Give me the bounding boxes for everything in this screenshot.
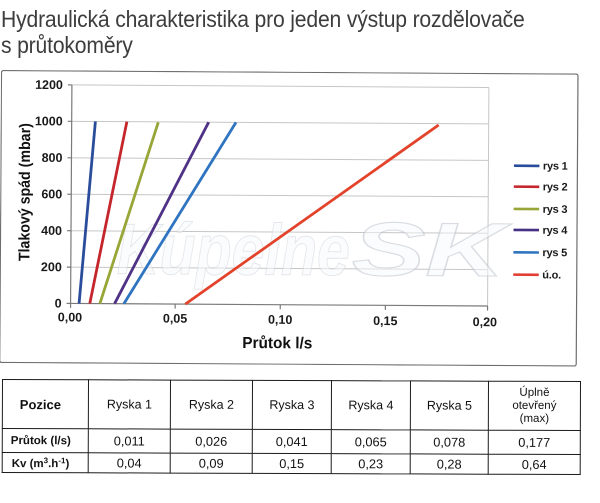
svg-text:rys 3: rys 3 <box>543 204 568 216</box>
svg-text:Tlakový spád (mbar): Tlakový spád (mbar) <box>16 123 34 261</box>
svg-text:rys 2: rys 2 <box>543 181 568 193</box>
svg-text:0,10: 0,10 <box>268 313 293 327</box>
svg-text:0,00: 0,00 <box>58 310 83 324</box>
svg-text:Kúpelne: Kúpelne <box>117 210 350 291</box>
svg-text:rys 4: rys 4 <box>542 225 568 237</box>
svg-text:400: 400 <box>41 224 62 238</box>
svg-text:0,05: 0,05 <box>163 311 188 325</box>
svg-text:800: 800 <box>42 151 63 165</box>
svg-text:200: 200 <box>41 260 62 274</box>
svg-text:SK: SK <box>352 207 513 293</box>
svg-text:Průtok l/s: Průtok l/s <box>242 335 312 352</box>
svg-text:1200: 1200 <box>35 78 63 92</box>
svg-text:600: 600 <box>41 187 62 201</box>
svg-text:ú.o.: ú.o. <box>542 269 561 281</box>
svg-text:rys 5: rys 5 <box>542 247 567 259</box>
svg-text:rys 1: rys 1 <box>543 161 568 173</box>
svg-text:0,20: 0,20 <box>473 315 498 329</box>
svg-text:0: 0 <box>55 297 62 311</box>
svg-text:0,15: 0,15 <box>373 314 398 328</box>
svg-text:1000: 1000 <box>35 114 63 128</box>
